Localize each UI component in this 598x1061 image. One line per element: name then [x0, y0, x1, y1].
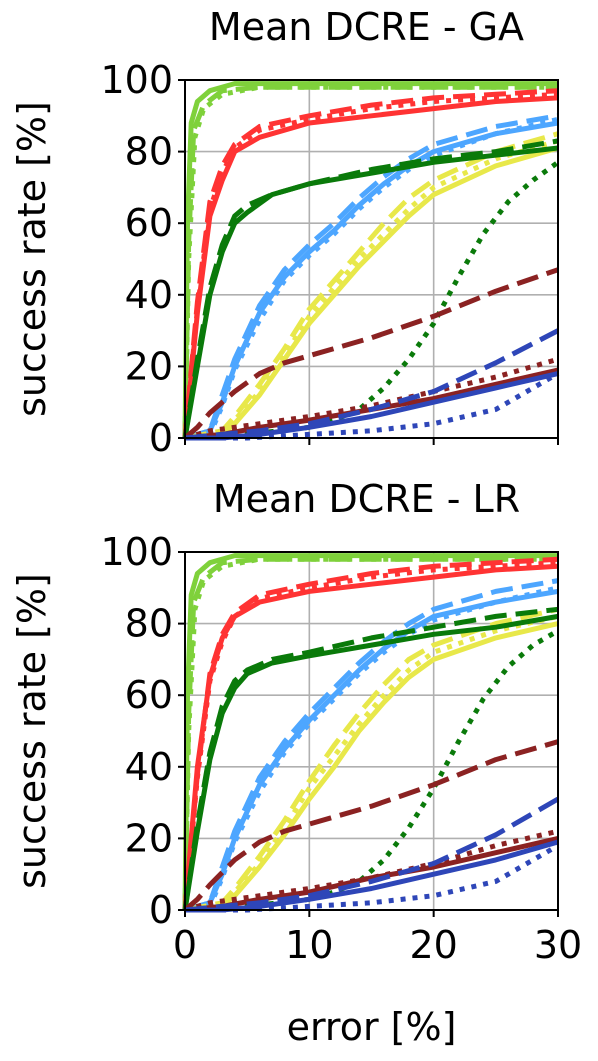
- plot-frame: [184, 79, 559, 439]
- y-tick-label: 0: [149, 888, 173, 932]
- chart-panel-lr: 0 20 40 60 80 100 0 10 20 30 Mean DCRE - LR success…: [10, 477, 582, 1049]
- series-line: [184, 131, 559, 441]
- y-tick-label: 40: [125, 273, 173, 317]
- series-line: [184, 606, 559, 913]
- y-tick-label: 80: [125, 130, 173, 174]
- series-line: [184, 835, 559, 913]
- x-tick-label: 10: [285, 923, 333, 967]
- series-line: [184, 113, 559, 441]
- series-line: [182, 606, 559, 911]
- series-line: [182, 88, 559, 439]
- series-line: [184, 367, 559, 441]
- y-tick-label: 60: [125, 201, 173, 245]
- x-axis-label: error [%]: [287, 1005, 457, 1049]
- series-line: [183, 739, 559, 912]
- y-tick-label: 100: [100, 58, 173, 102]
- series-line: [184, 116, 559, 441]
- plot-frame: [184, 551, 559, 911]
- x-tick-label: 30: [534, 923, 582, 967]
- series-line: [184, 328, 560, 441]
- series-line: [183, 267, 559, 440]
- y-tick-label: 100: [100, 530, 173, 574]
- y-axis-label: success rate [%]: [10, 573, 54, 889]
- series-line: [184, 160, 560, 441]
- y-tick-label: 40: [125, 745, 173, 789]
- chart-panel-ga: 0 20 40 60 80 100 Mean DCRE - GA success rate […: [10, 5, 560, 460]
- y-tick-label: 60: [125, 673, 173, 717]
- series-line: [182, 553, 558, 911]
- series-line: [184, 585, 559, 913]
- series-line: [184, 578, 559, 913]
- y-tick-label: 80: [125, 602, 173, 646]
- series-group: [182, 81, 560, 441]
- y-tick-label: 20: [125, 816, 173, 860]
- chart-title: Mean DCRE - LR: [213, 477, 520, 521]
- series-line: [182, 556, 559, 911]
- series-line: [184, 621, 559, 913]
- series-line: [184, 145, 559, 441]
- chart-title: Mean DCRE - GA: [209, 5, 524, 49]
- series-line: [182, 81, 558, 439]
- y-tick-label: 20: [125, 344, 173, 388]
- series-line: [184, 796, 560, 913]
- series-line: [184, 138, 559, 441]
- x-tick-label: 0: [173, 923, 197, 967]
- series-line: [182, 138, 559, 439]
- series-line: [184, 628, 560, 913]
- series-line: [182, 91, 559, 439]
- series-group: [182, 553, 560, 913]
- x-tick-label: 20: [409, 923, 457, 967]
- y-tick-label: 0: [149, 416, 173, 460]
- y-axis-label: success rate [%]: [10, 101, 54, 417]
